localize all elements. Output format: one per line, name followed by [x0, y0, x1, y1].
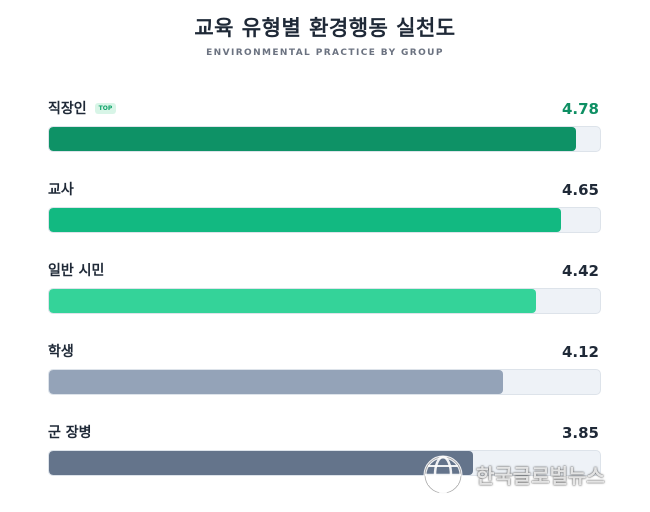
globe-logo-icon — [423, 455, 463, 495]
value-label: 3.85 — [561, 424, 599, 442]
bar-track — [48, 288, 601, 314]
category-label-text: 교사 — [48, 182, 74, 198]
bar-track — [48, 207, 601, 233]
bar-fill — [49, 289, 536, 313]
bar-track — [48, 450, 601, 476]
watermark-text: 한국글로벌뉴스 — [476, 464, 605, 488]
category-label: 학생 — [48, 343, 74, 361]
bar-row: 군 장병 3.85 — [48, 424, 601, 484]
bar-fill — [49, 370, 503, 394]
category-label: 직장인 TOP — [48, 100, 117, 118]
category-label-text: 학생 — [48, 344, 74, 360]
bar-row: 일반 시민 4.42 — [48, 262, 601, 322]
bar-fill — [49, 127, 576, 151]
value-label: 4.12 — [561, 343, 599, 361]
category-label-text: 군 장병 — [48, 425, 92, 441]
bar-row: 교사 4.65 — [48, 181, 601, 241]
bar-track — [48, 126, 601, 152]
chart-subtitle: ENVIRONMENTAL PRACTICE BY GROUP — [206, 48, 444, 58]
value-label: 4.78 — [561, 100, 599, 118]
category-label: 교사 — [48, 181, 74, 199]
bar-fill — [49, 208, 561, 232]
category-label: 군 장병 — [48, 424, 92, 442]
category-label: 일반 시민 — [48, 262, 104, 280]
bar-track — [48, 369, 601, 395]
value-label: 4.65 — [561, 181, 599, 199]
bar-row: 학생 4.12 — [48, 343, 601, 403]
top-badge: TOP — [94, 103, 117, 114]
bar-fill — [49, 451, 473, 475]
chart-title: 교육 유형별 환경행동 실천도 — [194, 16, 456, 40]
category-label-text: 일반 시민 — [48, 263, 105, 279]
category-label-text: 직장인 — [48, 101, 87, 117]
bar-row: 직장인 TOP 4.78 — [48, 100, 601, 160]
watermark: 한국글로벌뉴스 — [420, 448, 640, 500]
value-label: 4.42 — [561, 262, 599, 280]
